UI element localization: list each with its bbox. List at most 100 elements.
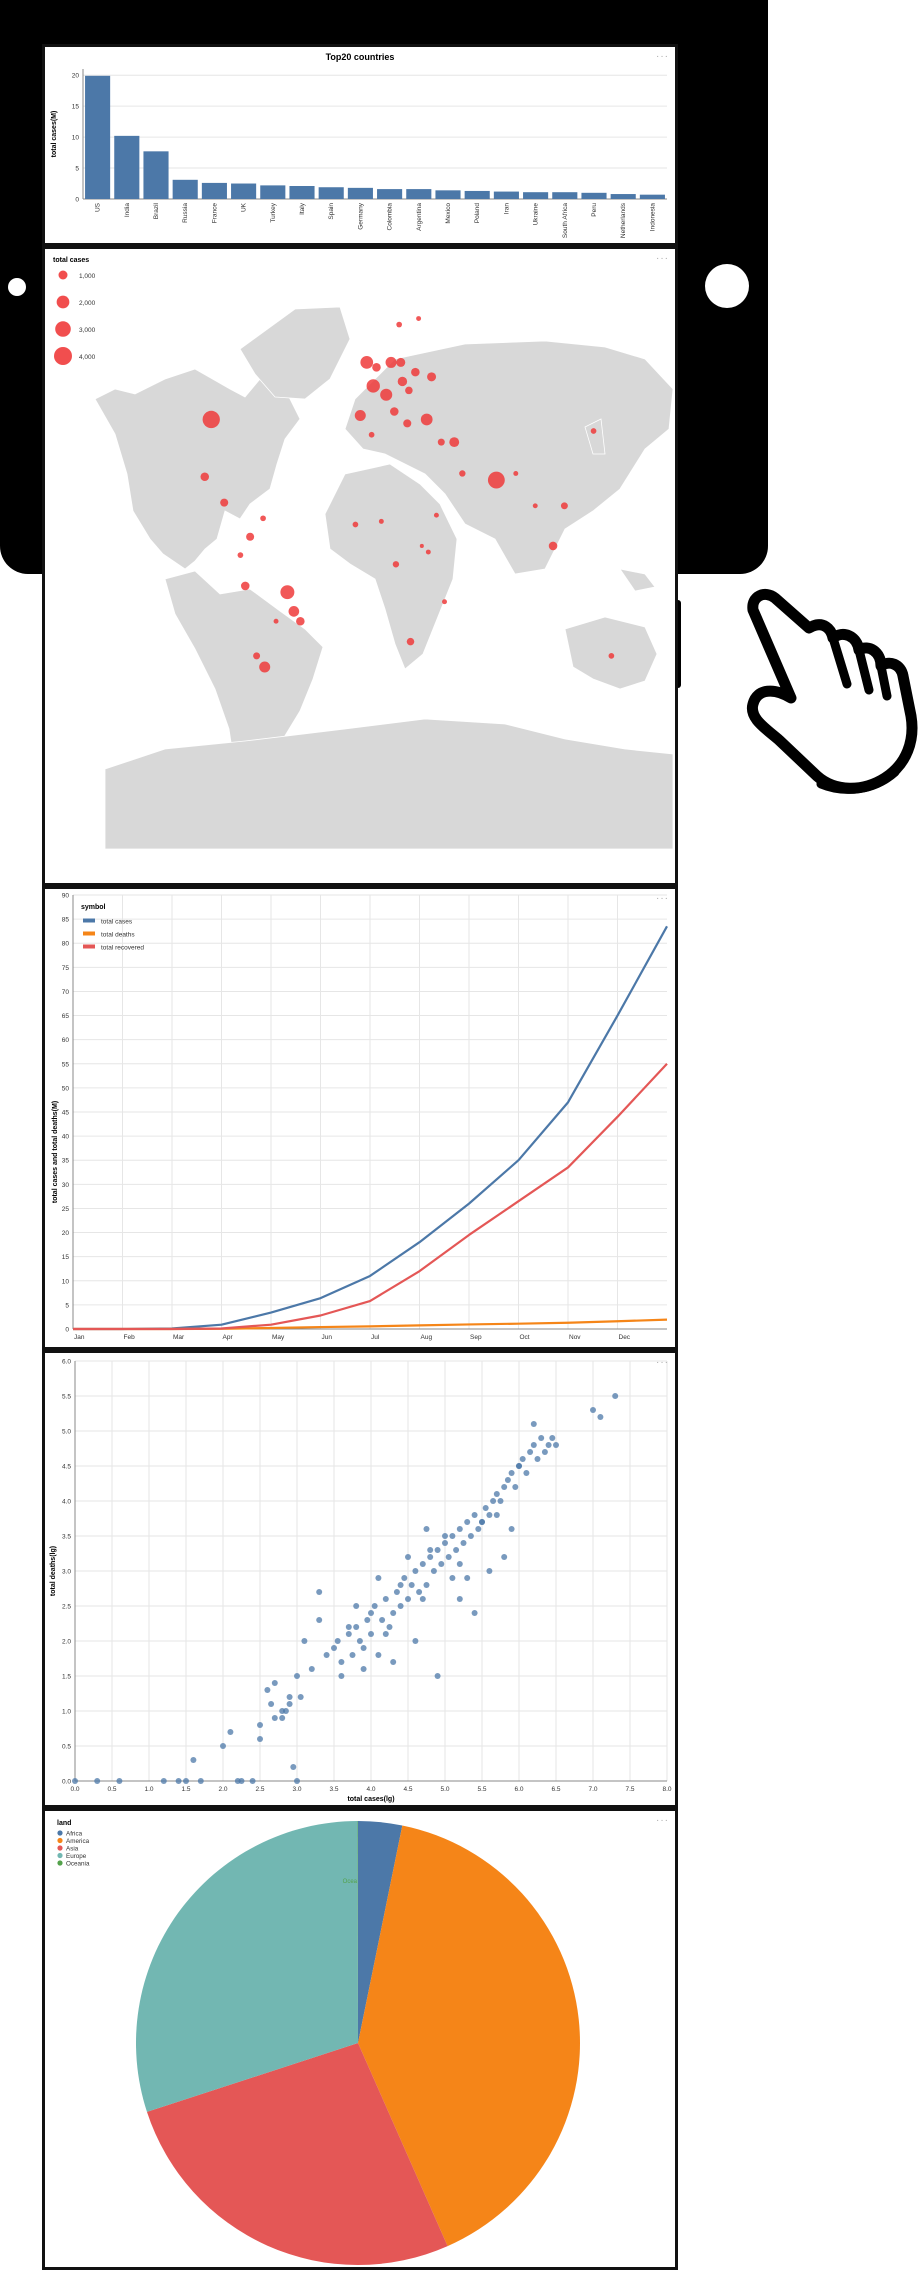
scatter-point	[405, 1596, 411, 1602]
scatter-point	[382, 1631, 389, 1637]
scatter-point	[257, 1736, 263, 1742]
legend-swatch	[57, 1837, 63, 1844]
country-bubble	[513, 470, 519, 476]
scatter-point	[497, 1498, 504, 1504]
scatter-point	[408, 1582, 415, 1588]
country-bubble	[288, 606, 300, 617]
scatter-point	[375, 1575, 382, 1581]
land-shape	[239, 306, 351, 400]
scatter-point	[416, 1589, 423, 1595]
scatter-point	[338, 1659, 345, 1665]
legend-label: total deaths	[101, 932, 135, 939]
x-tick-label: 6.5	[551, 1786, 560, 1793]
x-tick-label: Dec	[619, 1334, 631, 1341]
chart-menu-icon[interactable]: ···	[656, 253, 669, 264]
y-tick-label: 35	[62, 1158, 70, 1165]
scatter-point	[504, 1477, 511, 1483]
x-tick-label: Colombia	[387, 203, 394, 231]
x-tick-label: Nov	[569, 1334, 581, 1341]
scatter-point	[471, 1610, 478, 1616]
scatter-point	[334, 1638, 341, 1644]
scatter-point	[479, 1519, 485, 1525]
country-bubble	[253, 652, 261, 660]
country-bubble	[200, 472, 210, 482]
chart-menu-icon[interactable]: ···	[656, 51, 669, 62]
scatter-point	[297, 1694, 304, 1700]
y-tick-label: 1.0	[62, 1709, 71, 1716]
scatter-point	[116, 1778, 123, 1784]
scatter-point	[345, 1631, 352, 1637]
y-tick-label: 20	[62, 1230, 70, 1237]
scatter-point	[397, 1582, 404, 1588]
country-bubble	[459, 470, 466, 477]
scatter-point	[279, 1715, 286, 1721]
y-tick-label: 5	[75, 166, 79, 173]
scatter-point	[353, 1624, 360, 1630]
scatter-point	[397, 1603, 404, 1609]
scatter-point	[94, 1778, 101, 1784]
scatter-point	[360, 1645, 367, 1651]
x-tick-label: Argentina	[416, 203, 423, 231]
country-bubble	[360, 356, 374, 369]
scatter-point	[368, 1631, 374, 1637]
bar-chart: Top20 countries 0 5 10 15 20 US India Brazil Russ…	[51, 52, 667, 238]
scatter-point	[423, 1526, 430, 1532]
legend-label: total cases	[101, 919, 133, 926]
scatter-point	[486, 1568, 493, 1574]
scatter-point	[183, 1778, 189, 1784]
chart-menu-icon[interactable]: ···	[656, 1357, 669, 1368]
legend-swatch	[57, 1860, 63, 1866]
scatter-point	[412, 1638, 419, 1644]
bar	[493, 191, 519, 199]
y-tick-label: 15	[72, 104, 80, 111]
pie-slice	[136, 1821, 358, 2112]
scatter-point	[412, 1568, 419, 1574]
scatter-point	[197, 1778, 204, 1784]
scatter-point	[597, 1414, 604, 1420]
chart-menu-icon[interactable]: ···	[656, 893, 669, 904]
scatter-point	[445, 1554, 452, 1560]
scatter-point	[72, 1778, 78, 1784]
legend-label: Asia	[66, 1845, 79, 1852]
legend-bubble	[54, 347, 72, 365]
scatter-point	[286, 1701, 293, 1707]
scatter-point	[249, 1778, 256, 1784]
scatter-point	[438, 1561, 445, 1567]
world-map: total cases 1,000 2,000 3,000 4,000	[45, 249, 675, 883]
scatter-point	[434, 1673, 441, 1679]
scatter-point	[482, 1505, 489, 1511]
x-tick-label: 0.0	[70, 1786, 79, 1793]
scatter-point	[456, 1526, 463, 1532]
x-tick-label: UK	[241, 202, 248, 212]
scatter-panel: ··· 0.0 0.5 1.0 1.5 2.0 2.5 3.0 3.5 4.0 4.5 5.0 5.5…	[42, 1350, 678, 1808]
scatter-point	[538, 1435, 545, 1441]
country-bubble	[419, 543, 424, 548]
country-bubble	[416, 316, 422, 321]
scatter-point	[549, 1435, 556, 1441]
y-tick-label: 0	[75, 197, 79, 204]
scatter-point	[290, 1764, 297, 1770]
pie-panel: ··· Ocea land Africa America Asia Europe Ocean…	[42, 1808, 678, 2270]
x-tick-label: Oct	[520, 1334, 530, 1341]
chart-menu-icon[interactable]: ···	[656, 1815, 669, 1826]
x-tick-label: Aug	[421, 1334, 433, 1341]
y-tick-label: 0.5	[62, 1744, 71, 1751]
home-button[interactable]	[705, 264, 749, 308]
land-shape	[104, 718, 674, 850]
bar	[114, 135, 140, 199]
legend-title: total cases	[53, 257, 89, 264]
scatter-point	[471, 1512, 478, 1518]
scatter-point	[308, 1666, 315, 1672]
country-bubble	[280, 585, 295, 600]
scatter-point	[360, 1666, 367, 1672]
scatter-point	[427, 1554, 434, 1560]
scatter-point	[264, 1687, 271, 1693]
country-bubble	[405, 386, 413, 395]
scatter-point	[486, 1512, 493, 1518]
bar	[143, 151, 169, 199]
scatter-point	[527, 1449, 534, 1455]
country-bubble	[433, 512, 439, 518]
scatter-point	[423, 1582, 430, 1588]
x-tick-label: 0.5	[107, 1786, 116, 1793]
